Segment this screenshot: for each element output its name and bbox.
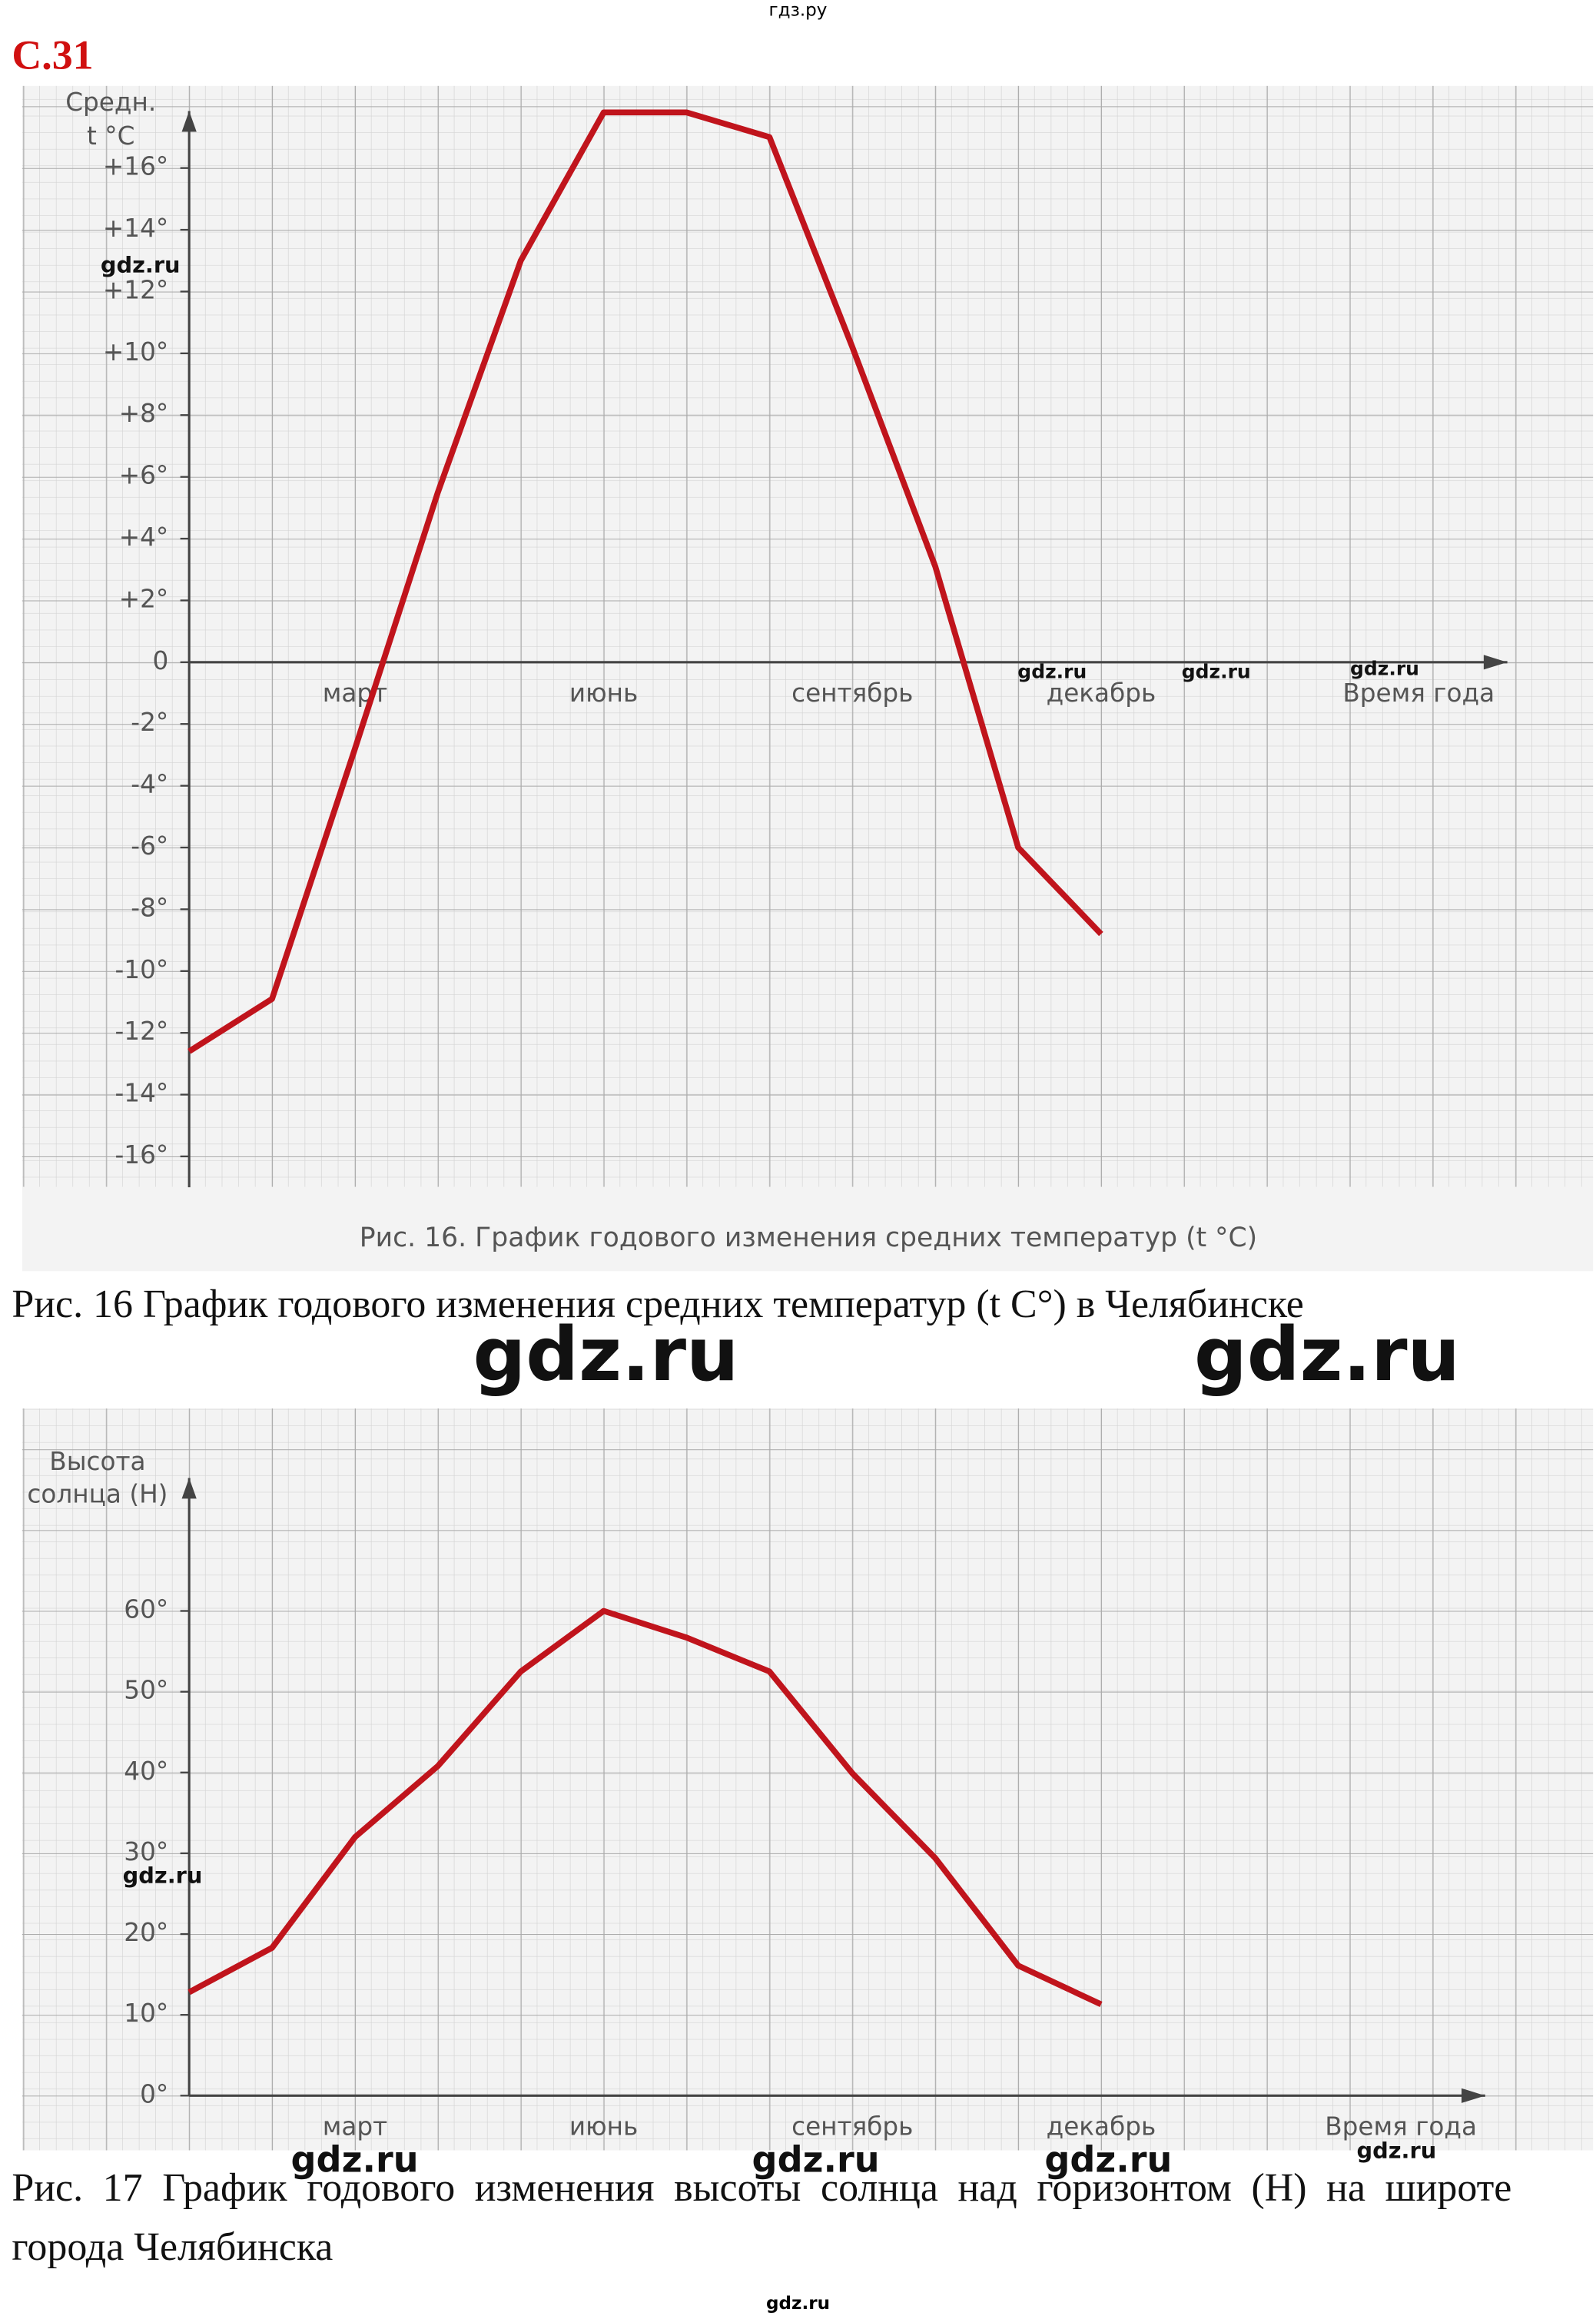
x-arrow	[1461, 2088, 1485, 2103]
x-axis-title: Время года	[1342, 678, 1495, 708]
watermark: gdz.ru	[123, 1863, 203, 1889]
x-tick-label: июнь	[569, 678, 638, 708]
y-arrow	[181, 1478, 197, 1499]
y-tick-label: -14°	[115, 1079, 169, 1108]
y-tick-label: +10°	[103, 337, 168, 367]
x-arrow	[1483, 655, 1508, 670]
watermark: gdz.ru	[101, 251, 181, 277]
caption-box: Рис. 16 График годового изменения средни…	[12, 1281, 1304, 1326]
y-tick-label: +6°	[119, 461, 169, 490]
y-axis-title: Высота	[49, 1447, 145, 1476]
y-tick-label: -8°	[131, 893, 168, 922]
y-tick-label: -10°	[115, 955, 169, 984]
y-tick-label: -2°	[131, 708, 168, 737]
y-tick-label: +12°	[103, 275, 168, 304]
y-axis-title: солнца (Н)	[27, 1480, 168, 1509]
y-tick-label: -4°	[131, 770, 168, 799]
watermark: gdz.ru	[1194, 1312, 1460, 1398]
x-tick-label: март	[323, 2112, 387, 2142]
x-tick-label: сентябрь	[791, 2112, 913, 2142]
y-axis-title: t °C	[87, 121, 134, 151]
header: гдз.ру	[769, 0, 828, 20]
footer: gdz.ru	[766, 2294, 830, 2314]
watermark: gdz.ru	[291, 2138, 419, 2180]
chart: Высота солнца (Н) Время года 0° 10° 20° 30° 40°…	[27, 1447, 1485, 2142]
y-tick-label: +4°	[119, 523, 169, 552]
y-tick-label: -6°	[131, 831, 168, 861]
watermark: gdz.ru	[473, 1312, 738, 1398]
grid-major	[22, 1408, 1594, 2151]
watermark: gdz.ru	[1182, 660, 1251, 682]
watermark: gdz.ru	[1017, 660, 1087, 682]
caption: Рис. 17 График годового изменения высоты…	[12, 2165, 1512, 2269]
watermarks: gdz.ru gdz.ru gdz.ru gdz.ru gdz.ru gdz.r…	[101, 251, 1460, 2180]
y-tick-label: 0	[152, 646, 168, 675]
x-tick-label: сентябрь	[791, 678, 913, 708]
y-tick-label: 60°	[124, 1595, 168, 1624]
line-series	[187, 109, 1103, 1054]
x-tick-label: декабрь	[1047, 678, 1156, 708]
x-tick-label: июнь	[569, 2112, 638, 2142]
y-tick-label: +2°	[119, 584, 169, 613]
y-tick-label: -12°	[115, 1017, 169, 1046]
x-tick-label: декабрь	[1047, 2112, 1156, 2142]
caption-box: Рис. 17 График годового изменения высоты…	[12, 2165, 1512, 2269]
chart: Средн. t °C Время года Рис. 16. График годо…	[65, 88, 1508, 1253]
watermark: gdz.ru	[752, 2138, 880, 2180]
watermark: gdz.ru	[1357, 2137, 1437, 2163]
y-tick-label: 20°	[124, 1918, 168, 1947]
y-tick-label: 10°	[124, 1999, 168, 2028]
y-axis-title: Средн.	[65, 88, 156, 117]
y-tick-label: 0°	[140, 2079, 168, 2108]
y-tick-label: +14°	[103, 214, 168, 243]
grid-major	[22, 85, 1594, 1187]
chart-caption: Рис. 16. График годового изменения средн…	[360, 1223, 1257, 1253]
page-number: С.31	[12, 32, 93, 78]
caption: Рис. 16 График годового изменения средни…	[12, 1281, 1304, 1326]
watermark: gdz.ru	[1044, 2138, 1172, 2180]
y-tick-label: -16°	[115, 1140, 169, 1169]
y-tick-label: 50°	[124, 1676, 168, 1705]
y-tick-label: +8°	[119, 399, 169, 428]
y-tick-label: 30°	[124, 1837, 168, 1866]
y-tick-label: 40°	[124, 1757, 168, 1786]
watermark: gdz.ru	[1350, 657, 1419, 679]
x-axis-title: Время года	[1325, 2112, 1477, 2142]
y-arrow	[181, 111, 197, 132]
y-tick-label: +16°	[103, 152, 168, 181]
line-series	[187, 1607, 1103, 2008]
